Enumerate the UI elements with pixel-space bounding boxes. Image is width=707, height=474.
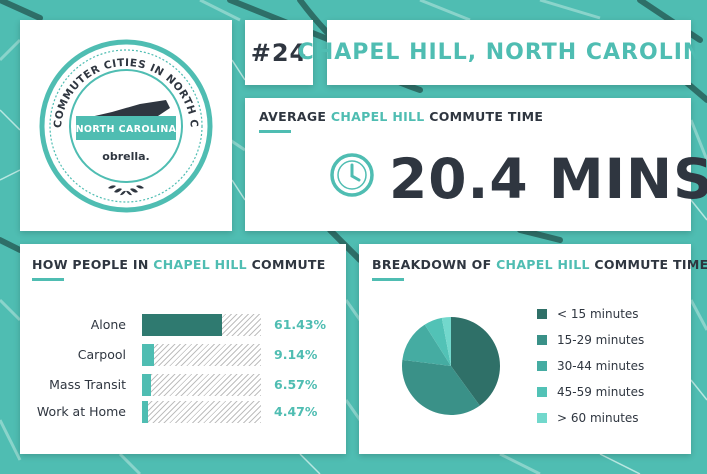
legend-label: 45-59 minutes — [557, 385, 645, 399]
legend-swatch — [537, 309, 547, 319]
city-title: CHAPEL HILL, NORTH CAROLINA — [297, 40, 707, 65]
legend-item: > 60 minutes — [537, 411, 687, 427]
commute-time-pie — [402, 317, 500, 415]
bar-track — [142, 314, 261, 336]
bar — [142, 314, 222, 336]
bar — [142, 374, 151, 396]
legend-label: 30-44 minutes — [557, 359, 645, 373]
commute-time-title: BREAKDOWN OF CHAPEL HILL COMMUTE TIME — [372, 257, 707, 272]
bar-row: Mass Transit 6.57% — [20, 374, 346, 396]
title-underline — [32, 278, 64, 281]
bar-label: Alone — [90, 317, 126, 332]
badge-banner-text: NORTH CAROLINA — [76, 124, 177, 135]
rank-number: #24 — [250, 38, 308, 67]
legend-item: < 15 minutes — [537, 307, 687, 323]
bar-value-label: 4.47% — [274, 404, 318, 419]
bar-label: Carpool — [77, 347, 126, 362]
pie-slice — [451, 317, 500, 406]
bar-row: Carpool 9.14% — [20, 344, 346, 366]
legend-swatch — [537, 413, 547, 423]
clock-icon — [330, 153, 374, 197]
title-prefix: AVERAGE — [259, 109, 327, 124]
laurel-icon — [108, 185, 144, 196]
legend-swatch — [537, 387, 547, 397]
average-commute-title: AVERAGE CHAPEL HILL COMMUTE TIME — [259, 109, 543, 124]
bar-track — [142, 344, 261, 366]
title-city: CHAPEL HILL — [330, 109, 425, 124]
bar-track — [142, 401, 261, 423]
average-commute-value: 20.4 MINS — [389, 147, 707, 211]
title-prefix: BREAKDOWN OF — [372, 257, 492, 272]
bar-value-label: 61.43% — [274, 317, 327, 332]
legend-item: 15-29 minutes — [537, 333, 687, 349]
pie-slice — [402, 359, 480, 415]
bar-label: Work at Home — [36, 404, 126, 419]
title-suffix: COMMUTE TIME — [429, 109, 544, 124]
bar-row: Work at Home 4.47% — [20, 401, 346, 423]
bar-value-label: 9.14% — [274, 347, 318, 362]
bar — [142, 344, 154, 366]
title-suffix: COMMUTE TIME — [594, 257, 707, 272]
legend-swatch — [537, 335, 547, 345]
legend-swatch — [537, 361, 547, 371]
title-city: CHAPEL HILL — [153, 257, 247, 272]
badge-card: 40 BEST COMMUTER CITIES IN NORTH CAROLIN… — [20, 20, 232, 231]
commute-mode-card: HOW PEOPLE IN CHAPEL HILL COMMUTE Alone 6… — [20, 244, 346, 454]
legend-item: 30-44 minutes — [537, 359, 687, 375]
pie-slice — [424, 317, 451, 366]
bar-label: Mass Transit — [49, 377, 126, 392]
pie-slice — [441, 317, 451, 366]
bar-value-label: 6.57% — [274, 377, 318, 392]
badge-banner — [76, 116, 176, 140]
bar — [142, 401, 148, 423]
title-underline — [259, 130, 291, 133]
legend-label: > 60 minutes — [557, 411, 639, 425]
commute-mode-title: HOW PEOPLE IN CHAPEL HILL COMMUTE — [32, 257, 326, 272]
commute-time-card: BREAKDOWN OF CHAPEL HILL COMMUTE TIME < … — [359, 244, 707, 454]
legend-item: 45-59 minutes — [537, 385, 687, 401]
average-commute-card: AVERAGE CHAPEL HILL COMMUTE TIME 20.4 MI… — [245, 98, 707, 231]
title-city: CHAPEL HILL — [496, 257, 590, 272]
award-badge: 40 BEST COMMUTER CITIES IN NORTH CAROLIN… — [20, 20, 213, 213]
brand-logo: obrella. — [102, 150, 149, 163]
title-prefix: HOW PEOPLE IN — [32, 257, 149, 272]
legend-label: < 15 minutes — [557, 307, 639, 321]
rank-card: #24 — [245, 20, 313, 85]
title-suffix: COMMUTE — [251, 257, 326, 272]
title-underline — [372, 278, 404, 281]
bar-track — [142, 374, 261, 396]
legend-label: 15-29 minutes — [557, 333, 645, 347]
bar-row: Alone 61.43% — [20, 314, 346, 336]
city-card: CHAPEL HILL, NORTH CAROLINA — [298, 20, 707, 85]
pie-slice — [402, 324, 451, 366]
